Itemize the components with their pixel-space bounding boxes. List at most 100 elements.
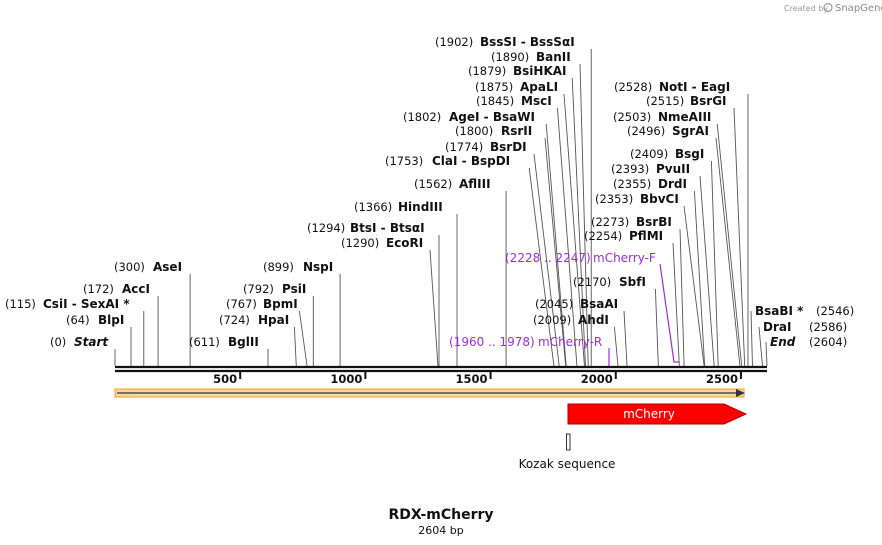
site-sgrai[interactable]: (2496) SgrAI bbox=[627, 124, 709, 138]
site-position: (1802) bbox=[403, 110, 441, 124]
site-bsaai[interactable]: (2045) BsaAI bbox=[535, 297, 618, 311]
site-drai[interactable]: (2586) DraI bbox=[763, 320, 847, 334]
site-pointer-line bbox=[571, 77, 586, 367]
site-noti-eagi[interactable]: (2528) NotI - EagI bbox=[614, 80, 730, 94]
site-position: (1290) bbox=[341, 236, 379, 250]
site-psii[interactable]: (792) PsiI bbox=[243, 282, 306, 296]
site-bsgi[interactable]: (2409) BsgI bbox=[630, 147, 704, 161]
site-apali[interactable]: (1875) ApaLI bbox=[475, 80, 558, 94]
site-position: (1875) bbox=[475, 80, 513, 94]
site-btsi-bts-i[interactable]: (1294) BtsI - BtsαI bbox=[307, 221, 425, 235]
scale-tick-label: 500 bbox=[213, 372, 237, 386]
site-name: MscI bbox=[521, 94, 552, 108]
site-acci[interactable]: (172) AccI bbox=[83, 282, 150, 296]
site-bsrgi[interactable]: (2515) BsrGI bbox=[646, 94, 727, 108]
primer-mcherry-f[interactable]: (2228 .. 2247) mCherry-F bbox=[505, 251, 679, 363]
site-position: (767) bbox=[226, 297, 257, 311]
site-name: AseI bbox=[153, 260, 182, 274]
site-name: NotI - EagI bbox=[659, 80, 730, 94]
site-position: (1890) bbox=[491, 50, 529, 64]
site-hpai[interactable]: (724) HpaI bbox=[219, 313, 289, 327]
site-position: (2586) bbox=[809, 320, 847, 334]
site-hindiii[interactable]: (1366) HindIII bbox=[354, 200, 443, 214]
site-position: (1753) bbox=[385, 154, 423, 168]
site-position: (300) bbox=[114, 260, 145, 274]
site-name: NmeAIII bbox=[658, 110, 711, 124]
site-pointer-line bbox=[672, 242, 680, 367]
site-pointer-line bbox=[693, 190, 706, 367]
site-ecori[interactable]: (1290) EcoRI bbox=[341, 236, 423, 250]
site-rsrii[interactable]: (1800) RsrII bbox=[455, 124, 532, 138]
site-ahdi[interactable]: (2009) AhdI bbox=[533, 313, 609, 327]
site-banii[interactable]: (1890) BanII bbox=[491, 50, 571, 64]
primer-f-name: mCherry-F bbox=[593, 251, 656, 265]
site-pflmi[interactable]: (2254) PflMI bbox=[584, 229, 663, 243]
site-pointer-line bbox=[429, 249, 439, 367]
site-name: CsiI - SexAI * bbox=[43, 297, 130, 311]
site-bsrdi[interactable]: (1774) BsrDI bbox=[445, 140, 527, 154]
site-pointer-line bbox=[710, 160, 719, 367]
site-position: (1294) bbox=[307, 221, 345, 235]
site-pointer-line bbox=[758, 326, 763, 367]
site-agei-bsawi[interactable]: (1802) AgeI - BsaWI bbox=[403, 110, 535, 124]
site-bsihkai[interactable]: (1879) BsiHKAI bbox=[468, 64, 567, 78]
dna-backbone bbox=[115, 365, 767, 373]
site-drdi[interactable]: (2355) DrdI bbox=[613, 177, 687, 191]
site-name: End bbox=[770, 335, 796, 349]
backbone-arrow bbox=[114, 388, 745, 398]
site-start[interactable]: (0) Start bbox=[50, 335, 109, 349]
site-name: EcoRI bbox=[386, 236, 423, 250]
primer-mcherry-r[interactable]: (1960 .. 1978) mCherry-R bbox=[449, 335, 610, 366]
site-position: (1800) bbox=[455, 124, 493, 138]
site-bglii[interactable]: (611) BglII bbox=[189, 335, 259, 349]
site-pointer-line bbox=[528, 167, 555, 367]
site-position: (64) bbox=[66, 313, 90, 327]
site-position: (1879) bbox=[468, 64, 506, 78]
site-asei[interactable]: (300) AseI bbox=[114, 260, 182, 274]
site-blpi[interactable]: (64) BlpI bbox=[66, 313, 124, 327]
site-pointer-line bbox=[563, 93, 585, 367]
site-position: (1366) bbox=[354, 200, 392, 214]
site-position: (899) bbox=[263, 260, 294, 274]
feature-kozak[interactable]: Kozak sequence bbox=[519, 433, 616, 471]
site-bpmi[interactable]: (767) BpmI bbox=[226, 297, 298, 311]
site-sbfi[interactable]: (2170) SbfI bbox=[573, 275, 646, 289]
site-msci[interactable]: (1845) MscI bbox=[476, 94, 552, 108]
site-name: Start bbox=[74, 335, 109, 349]
site-pointer-line bbox=[765, 341, 768, 367]
site-nspi[interactable]: (899) NspI bbox=[263, 260, 333, 274]
site-bbvci[interactable]: (2353) BbvCI bbox=[595, 192, 679, 206]
created-by-text: Created by bbox=[784, 4, 828, 13]
site-nmeaiii[interactable]: (2503) NmeAIII bbox=[613, 110, 711, 124]
site-afliii[interactable]: (1562) AflIII bbox=[414, 177, 491, 191]
site-bsssi-bsss-i[interactable]: (1902) BssSI - BssSαI bbox=[435, 35, 575, 49]
site-pointer-line bbox=[716, 123, 743, 367]
site-pointer-line bbox=[683, 205, 705, 367]
site-name: RsrII bbox=[501, 124, 532, 138]
site-name: NspI bbox=[303, 260, 333, 274]
site-clai-bspdi[interactable]: (1753) ClaI - BspDI bbox=[385, 154, 510, 168]
site-name: HindIII bbox=[398, 200, 443, 214]
site-name: BbvCI bbox=[640, 192, 679, 206]
backbone-arrow-head bbox=[736, 389, 745, 397]
feature-mcherry[interactable]: mCherry bbox=[567, 403, 748, 425]
site-pointer-line bbox=[579, 63, 589, 367]
site-end[interactable]: (2604) End bbox=[770, 335, 847, 349]
site-bsabi[interactable]: (2546) BsaBI * bbox=[755, 304, 854, 318]
site-pointer-line bbox=[654, 288, 659, 367]
site-pointer-line bbox=[533, 153, 560, 367]
site-bsrbi[interactable]: (2273) BsrBI bbox=[591, 215, 672, 229]
primer-r-range: (1960 .. 1978) bbox=[449, 335, 535, 349]
site-pvuii[interactable]: (2393) PvuII bbox=[611, 162, 690, 176]
site-name: BpmI bbox=[263, 297, 298, 311]
scale-tick-label: 2000 bbox=[581, 372, 613, 386]
primer-f-range: (2228 .. 2247) bbox=[505, 251, 591, 265]
site-name: BsaAI bbox=[580, 297, 618, 311]
site-csii-sexai[interactable]: (115) CsiI - SexAI * bbox=[5, 297, 130, 311]
site-position: (792) bbox=[243, 282, 274, 296]
scale-tick-label: 1000 bbox=[330, 372, 362, 386]
site-position: (2045) bbox=[535, 297, 573, 311]
site-position: (1845) bbox=[476, 94, 514, 108]
site-position: (2170) bbox=[573, 275, 611, 289]
